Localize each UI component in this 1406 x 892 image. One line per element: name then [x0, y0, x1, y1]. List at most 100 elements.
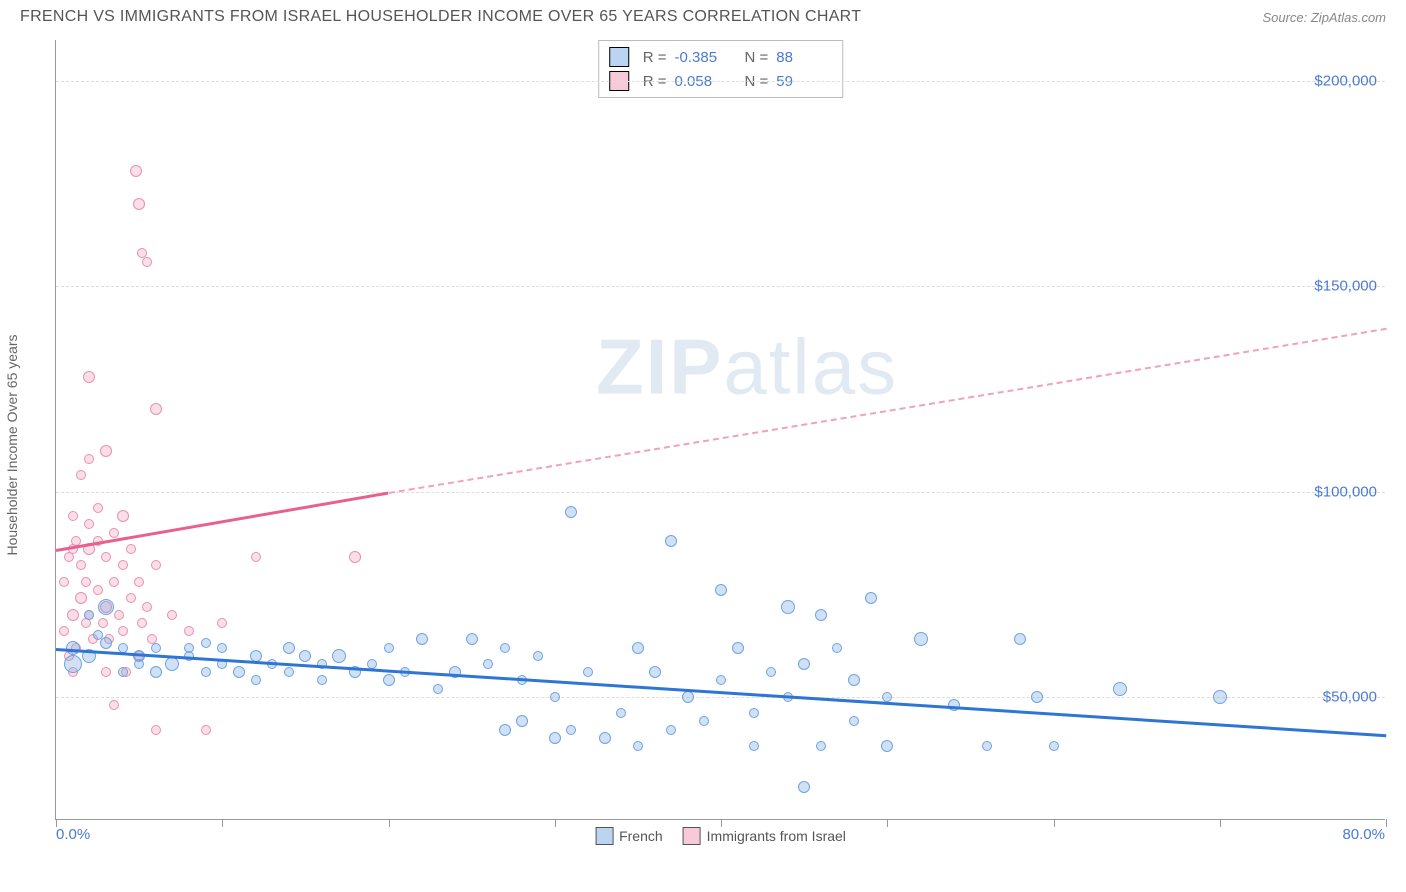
data-point [118, 643, 128, 653]
y-axis-label: Householder Income Over 65 years [4, 335, 20, 556]
data-point [516, 715, 528, 727]
data-point [201, 638, 211, 648]
data-point [332, 649, 346, 663]
data-point [151, 643, 161, 653]
data-point [98, 618, 108, 628]
legend-swatch [595, 827, 613, 845]
data-point [832, 643, 842, 653]
data-point [151, 560, 161, 570]
data-point [715, 584, 727, 596]
data-point [83, 371, 95, 383]
x-tick [1220, 819, 1221, 827]
data-point [184, 643, 194, 653]
data-point [766, 667, 776, 677]
data-point [781, 600, 795, 614]
data-point [134, 577, 144, 587]
data-point [76, 560, 86, 570]
trend-line [388, 327, 1386, 494]
data-point [566, 725, 576, 735]
data-point [383, 674, 395, 686]
data-point [549, 732, 561, 744]
data-point [284, 667, 294, 677]
data-point [483, 659, 493, 669]
data-point [633, 741, 643, 751]
data-point [134, 659, 144, 669]
data-point [416, 633, 428, 645]
data-point [93, 503, 103, 513]
bottom-legend: FrenchImmigrants from Israel [595, 827, 846, 845]
data-point [500, 643, 510, 653]
x-tick [1054, 819, 1055, 827]
data-point [101, 667, 111, 677]
chart-container: Householder Income Over 65 years ZIPatla… [0, 30, 1406, 860]
data-point [251, 675, 261, 685]
data-point [126, 544, 136, 554]
data-point [84, 519, 94, 529]
data-point [881, 740, 893, 752]
stat-n-label: N = [745, 49, 769, 66]
data-point [151, 725, 161, 735]
data-point [550, 692, 560, 702]
data-point [84, 610, 94, 620]
data-point [317, 675, 327, 685]
data-point [109, 700, 119, 710]
gridline [56, 492, 1385, 493]
data-point [665, 535, 677, 547]
y-tick-label: $100,000 [1314, 483, 1377, 500]
title-bar: FRENCH VS IMMIGRANTS FROM ISRAEL HOUSEHO… [0, 0, 1406, 30]
data-point [848, 674, 860, 686]
data-point [217, 618, 227, 628]
watermark: ZIPatlas [596, 322, 898, 413]
trend-line [56, 648, 1386, 737]
x-tick [555, 819, 556, 827]
data-point [100, 445, 112, 457]
data-point [81, 577, 91, 587]
data-point [76, 470, 86, 480]
x-axis-max-label: 80.0% [1342, 826, 1385, 843]
data-point [142, 602, 152, 612]
data-point [66, 641, 80, 655]
data-point [109, 577, 119, 587]
data-point [914, 632, 928, 646]
legend-label: Immigrants from Israel [707, 828, 846, 844]
stat-n-value: 88 [776, 49, 832, 66]
data-point [1049, 741, 1059, 751]
data-point [716, 675, 726, 685]
data-point [68, 511, 78, 521]
data-point [798, 781, 810, 793]
data-point [816, 741, 826, 751]
trend-line [56, 492, 389, 552]
data-point [64, 655, 82, 673]
x-axis-min-label: 0.0% [56, 826, 90, 843]
data-point [749, 741, 759, 751]
data-point [732, 642, 744, 654]
x-tick [721, 819, 722, 827]
data-point [599, 732, 611, 744]
x-tick [1386, 819, 1387, 827]
data-point [699, 716, 709, 726]
data-point [533, 651, 543, 661]
data-point [201, 667, 211, 677]
data-point [217, 643, 227, 653]
data-point [1014, 633, 1026, 645]
data-point [84, 454, 94, 464]
data-point [1113, 682, 1127, 696]
stat-r-value: -0.385 [675, 49, 731, 66]
data-point [165, 657, 179, 671]
data-point [137, 618, 147, 628]
data-point [499, 724, 511, 736]
data-point [167, 610, 177, 620]
data-point [109, 528, 119, 538]
data-point [98, 599, 114, 615]
data-point [130, 165, 142, 177]
data-point [100, 637, 112, 649]
data-point [616, 708, 626, 718]
data-point [1031, 691, 1043, 703]
data-point [201, 725, 211, 735]
data-point [150, 666, 162, 678]
data-point [583, 667, 593, 677]
data-point [117, 510, 129, 522]
data-point [133, 198, 145, 210]
x-tick [222, 819, 223, 827]
x-tick [56, 819, 57, 827]
